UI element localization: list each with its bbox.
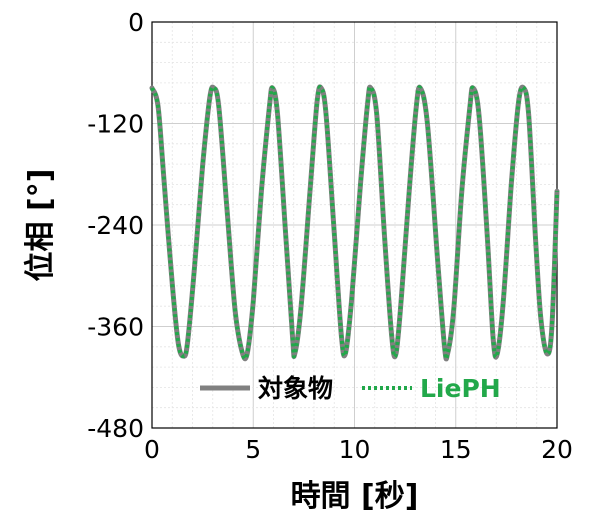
y-tick-label: -120 bbox=[87, 110, 144, 139]
x-tick-label: 10 bbox=[339, 435, 371, 464]
y-tick-label: -360 bbox=[87, 313, 144, 342]
x-tick-label: 20 bbox=[541, 435, 573, 464]
x-tick-label: 5 bbox=[245, 435, 261, 464]
tick-labels: 0 5 10 15 20 0 -120 -240 -360 -480 bbox=[87, 8, 573, 464]
y-axis-title: 位相 [°] bbox=[23, 169, 58, 282]
y-tick-label: -480 bbox=[87, 414, 144, 443]
series-line-lieph bbox=[150, 84, 559, 361]
y-tick-label: -240 bbox=[87, 211, 144, 240]
legend: 対象物 LiePH bbox=[200, 374, 501, 403]
grid bbox=[152, 22, 557, 428]
x-tick-label: 0 bbox=[144, 435, 160, 464]
x-tick-label: 15 bbox=[440, 435, 472, 464]
y-tick-label: 0 bbox=[128, 8, 144, 37]
x-axis-title: 時間 [秒] bbox=[291, 479, 419, 514]
series-layer bbox=[149, 84, 560, 362]
legend-label-object: 対象物 bbox=[258, 374, 333, 403]
legend-label-lieph: LiePH bbox=[420, 374, 501, 403]
